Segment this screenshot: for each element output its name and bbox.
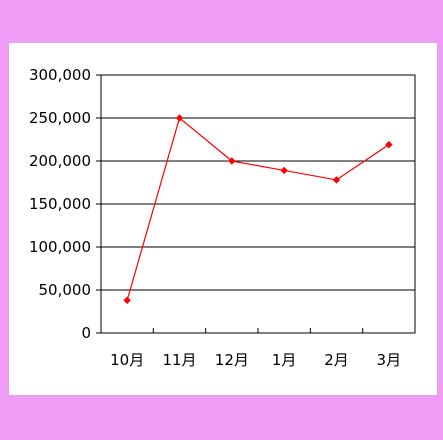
y-tick-label: 100,000 bbox=[29, 238, 91, 256]
data-point-marker bbox=[280, 166, 288, 175]
y-tick-label: 200,000 bbox=[29, 152, 91, 170]
y-tick-label: 250,000 bbox=[29, 109, 91, 127]
data-point-marker bbox=[228, 157, 236, 165]
data-point-marker bbox=[175, 114, 184, 122]
x-tick-label: 10月 bbox=[110, 351, 144, 369]
y-tick-label: 0 bbox=[81, 324, 91, 342]
x-tick-label: 11月 bbox=[162, 351, 196, 369]
data-point-marker bbox=[123, 296, 131, 305]
y-tick-label: 300,000 bbox=[29, 66, 91, 84]
data-point-marker bbox=[332, 176, 341, 184]
y-tick-label: 150,000 bbox=[29, 195, 91, 213]
data-point-marker bbox=[385, 140, 393, 149]
x-tick-label: 1月 bbox=[272, 351, 297, 369]
y-tick-label: 50,000 bbox=[39, 281, 92, 299]
x-tick-label: 12月 bbox=[215, 351, 249, 369]
x-tick-label: 3月 bbox=[377, 351, 402, 369]
series-line bbox=[126, 116, 390, 301]
x-tick-label: 2月 bbox=[324, 351, 349, 369]
